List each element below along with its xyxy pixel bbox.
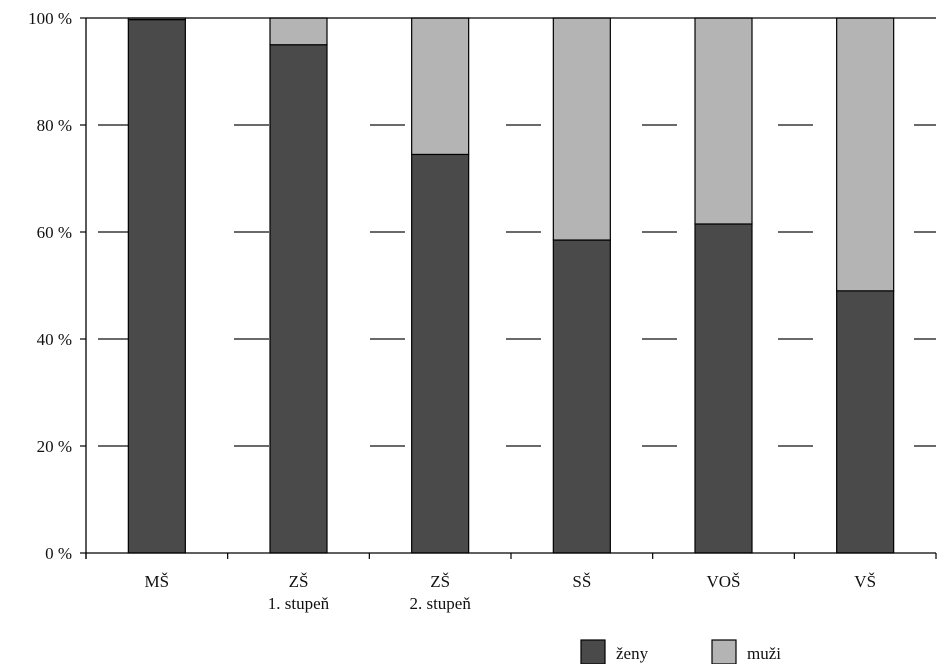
bar-segment-muzi (269, 17, 328, 46)
x-tick-label: SŠ (572, 572, 591, 591)
legend: ženy muži (580, 639, 781, 664)
x-tick-label: ZŠ (430, 572, 450, 591)
x-tick-label: 1. stupeň (268, 594, 330, 613)
gridlines (86, 124, 936, 447)
x-tick-label: VŠ (854, 572, 876, 591)
axes (85, 17, 936, 559)
bar-segment-zeny (127, 19, 186, 554)
y-tick-label: 20 % (37, 437, 72, 456)
legend-label-zeny: ženy (616, 644, 649, 663)
bar-segment-muzi (552, 17, 611, 241)
x-tick-label: MŠ (145, 572, 170, 591)
y-tick-label: 60 % (37, 223, 72, 242)
x-tick-label: VOŠ (706, 572, 740, 591)
legend-swatch-zeny (580, 639, 606, 664)
bar-segment-zeny (694, 223, 753, 554)
bar-segment-muzi (694, 17, 753, 225)
bars (127, 17, 895, 554)
bar-segment-zeny (269, 44, 328, 554)
bar-segment-muzi (836, 17, 895, 292)
bar-segment-zeny (836, 290, 895, 554)
bar-segment-zeny (411, 153, 470, 554)
y-tick-labels: 0 % 20 % 40 % 60 % 80 % 100 % (28, 9, 86, 563)
x-tick-labels: MŠ ZŠ 1. stupeň ZŠ 2. stupeň SŠ VOŠ VŠ (85, 553, 937, 613)
legend-swatch-muzi (711, 639, 737, 664)
y-tick-label: 40 % (37, 330, 72, 349)
x-tick-label: 2. stupeň (409, 594, 471, 613)
bar-segment-muzi (411, 17, 470, 156)
y-tick-label: 80 % (37, 116, 72, 135)
bar-segment-zeny (552, 239, 611, 554)
y-tick-label: 0 % (45, 544, 72, 563)
y-tick-label: 100 % (28, 9, 72, 28)
legend-label-muzi: muži (747, 644, 781, 663)
x-tick-label: ZŠ (289, 572, 309, 591)
